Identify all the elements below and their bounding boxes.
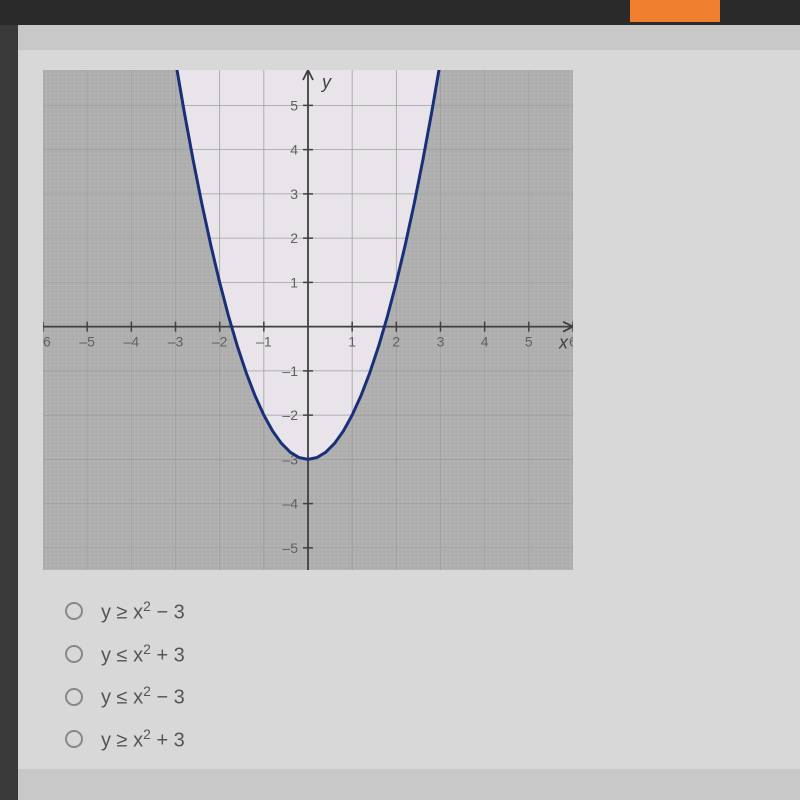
answer-options: y ≥ x2 − 3 y ≤ x2 + 3 y ≤ x2 − 3 y ≥ x2 … (65, 598, 800, 753)
option-d[interactable]: y ≥ x2 + 3 (65, 726, 800, 753)
svg-text:2: 2 (290, 230, 298, 246)
option-label: y ≥ x2 − 3 (101, 598, 185, 625)
chart-svg: –6–5–4–3–2–1123456–5–4–3–2–112345yx (43, 70, 573, 570)
left-dark-strip (0, 25, 18, 800)
svg-text:3: 3 (290, 186, 298, 202)
main-content: –6–5–4–3–2–1123456–5–4–3–2–112345yx y ≥ … (18, 50, 800, 769)
svg-text:–1: –1 (256, 334, 272, 350)
option-label: y ≥ x2 + 3 (101, 726, 185, 753)
svg-text:–3: –3 (168, 334, 184, 350)
svg-text:–5: –5 (282, 540, 298, 556)
svg-text:–4: –4 (282, 496, 298, 512)
orange-accent (630, 0, 720, 22)
option-label: y ≤ x2 + 3 (101, 641, 185, 668)
svg-text:–5: –5 (79, 334, 95, 350)
window-top-bar (0, 0, 800, 25)
svg-text:3: 3 (437, 334, 445, 350)
option-a[interactable]: y ≥ x2 − 3 (65, 598, 800, 625)
svg-text:5: 5 (525, 334, 533, 350)
parabola-chart: –6–5–4–3–2–1123456–5–4–3–2–112345yx (43, 70, 573, 570)
svg-text:2: 2 (392, 334, 400, 350)
option-label: y ≤ x2 − 3 (101, 683, 185, 710)
radio-icon (65, 645, 83, 663)
svg-text:–4: –4 (124, 334, 140, 350)
svg-text:4: 4 (290, 142, 298, 158)
svg-text:1: 1 (348, 334, 356, 350)
svg-text:x: x (558, 333, 569, 353)
option-b[interactable]: y ≤ x2 + 3 (65, 641, 800, 668)
option-c[interactable]: y ≤ x2 − 3 (65, 683, 800, 710)
svg-text:5: 5 (290, 97, 298, 113)
svg-text:–2: –2 (212, 334, 228, 350)
radio-icon (65, 602, 83, 620)
svg-text:–2: –2 (282, 407, 298, 423)
svg-text:–6: –6 (43, 334, 51, 350)
svg-text:–1: –1 (282, 363, 298, 379)
svg-text:6: 6 (569, 334, 573, 350)
radio-icon (65, 730, 83, 748)
svg-text:y: y (320, 72, 332, 92)
radio-icon (65, 688, 83, 706)
svg-text:4: 4 (481, 334, 489, 350)
svg-text:1: 1 (290, 274, 298, 290)
